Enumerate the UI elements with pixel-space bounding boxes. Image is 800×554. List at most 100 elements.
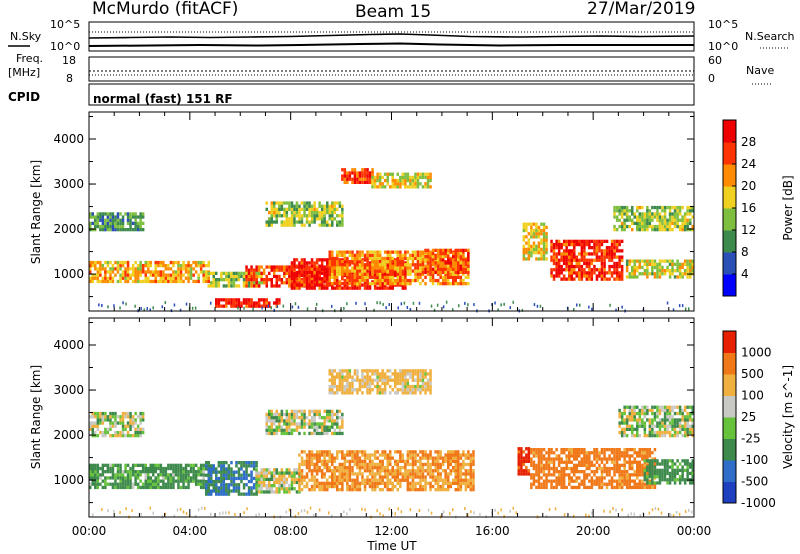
beam-title: Beam 15 [355, 2, 431, 22]
velocity-echo-region-7 [517, 447, 531, 476]
x-tick-label: 16:00 [475, 524, 510, 538]
power-colorbar-tick-label: 12 [741, 223, 756, 237]
nave-tick-top: 60 [708, 54, 722, 67]
cpid-label: CPID [8, 90, 40, 104]
velocity-colorbar-tick-label: -1000 [741, 496, 776, 510]
velocity-ylabel: Slant Range [km] [29, 365, 43, 469]
freq-tick-bottom: 8 [66, 72, 73, 85]
nsky-tick-top: 10^5 [50, 18, 80, 31]
nave-label: Nave [746, 64, 774, 77]
x-tick-label: 20:00 [576, 524, 611, 538]
freq-label-line2: [MHz] [8, 66, 40, 79]
power-colorbar-swatch [723, 252, 736, 275]
velocity-echo-region-0 [89, 411, 145, 438]
power-colorbar-swatch [723, 120, 736, 143]
x-tick-label: 00:00 [72, 524, 107, 538]
velocity-ytick-label: 2000 [53, 428, 84, 442]
velocity-echo-region-1 [89, 463, 205, 490]
power-ytick-label: 3000 [53, 177, 84, 191]
power-echo-region-6 [328, 250, 470, 286]
cpid-mode-text: normal (fast) 151 RF [93, 92, 233, 106]
power-ytick-label: 4000 [53, 132, 84, 146]
nsky-label: N.Sky [10, 30, 42, 43]
station-title: McMurdo (fitACF) [92, 0, 238, 19]
velocity-echo-region-9 [618, 405, 694, 438]
velocity-ytick-label: 4000 [53, 338, 84, 352]
power-echo-region-10 [421, 248, 470, 275]
x-tick-label: 00:00 [677, 524, 712, 538]
velocity-colorbar-swatch [723, 395, 736, 418]
power-echo-region-14 [625, 259, 694, 279]
velocity-colorbar-swatch [723, 438, 736, 461]
velocity-colorbar-tick-label: -25 [741, 432, 761, 446]
power-echo-region-2 [207, 271, 263, 288]
velocity-colorbar-swatch [723, 352, 736, 375]
power-echo-region-12 [550, 239, 624, 281]
power-echo-region-8 [371, 172, 432, 189]
velocity-colorbar-tick-label: -500 [741, 475, 768, 489]
power-colorbar-tick-label: 16 [741, 201, 756, 215]
x-tick-label: 04:00 [173, 524, 208, 538]
velocity-colorbar-tick-label: 25 [741, 410, 756, 424]
power-echo-region-9 [265, 201, 344, 227]
power-colorbar-swatch [723, 186, 736, 209]
velocity-ytick-label: 3000 [53, 383, 84, 397]
power-colorbar-tick-label: 28 [741, 135, 756, 149]
x-tick-label: 08:00 [273, 524, 308, 538]
velocity-colorbar: 1000 500 100 25 -25 -100 -500 -1000 Velocity [m … [722, 330, 795, 510]
power-echo-region-3 [215, 298, 281, 308]
nsearch-tick-top: 10^5 [708, 18, 738, 31]
velocity-echo-region-3 [255, 468, 301, 494]
power-colorbar-swatch [723, 208, 736, 231]
velocity-colorbar-swatch [723, 417, 736, 439]
noise-sky-trace [88, 33, 695, 39]
freq-tick-top: 18 [62, 54, 76, 67]
velocity-colorbar-tick-label: 500 [741, 367, 764, 381]
velocity-echo-region-5 [328, 369, 432, 395]
power-ytick-label: 1000 [53, 267, 84, 281]
nsearch-label: N.Search [745, 30, 795, 43]
x-tick-label: 12:00 [374, 524, 409, 538]
freq-panel: Freq. [MHz] 18 8 60 0 Nave [8, 52, 774, 85]
noise-search-trace [88, 42, 694, 47]
power-colorbar-swatch [723, 142, 736, 165]
power-colorbar-tick-label: 20 [741, 179, 756, 193]
velocity-colorbar-swatch [723, 374, 736, 396]
power-colorbar-tick-label: 24 [741, 157, 756, 171]
velocity-colorbar-tick-label: 1000 [741, 346, 772, 360]
noise-panel: N.Sky 10^5 10^0 10^5 10^0 N.Search [8, 18, 795, 53]
velocity-echo-region-2 [205, 461, 258, 496]
nsky-tick-bottom: 10^0 [50, 40, 80, 53]
velocity-panel: 4000 3000 2000 1000 Slant Range [km] 1000 50… [29, 317, 795, 519]
velocity-echo-region-10 [643, 459, 694, 485]
freq-label-line1: Freq. [16, 52, 43, 65]
velocity-colorbar-swatch [723, 331, 736, 353]
velocity-colorbar-swatch [723, 460, 736, 482]
power-colorbar-swatch [723, 230, 736, 253]
power-colorbar-tick-label: 8 [741, 245, 749, 259]
power-data [89, 168, 694, 313]
velocity-near-range-speckle [92, 506, 693, 519]
power-echo-region-13 [613, 205, 694, 232]
velocity-colorbar-tick-label: 100 [741, 389, 764, 403]
power-echo-region-1 [89, 260, 210, 284]
power-echo-region-11 [522, 222, 548, 261]
velocity-ytick-label: 1000 [53, 473, 84, 487]
power-ylabel: Slant Range [km] [29, 160, 43, 264]
x-axis-label: Time UT [366, 539, 417, 553]
cpid-panel: CPID normal (fast) 151 RF [8, 83, 695, 106]
x-axis: 00:00 04:00 08:00 12:00 16:00 20:00 00:00 [72, 524, 712, 538]
velocity-colorbar-swatch [723, 481, 736, 504]
power-colorbar-swatch [723, 274, 736, 297]
velocity-colorbar-label: Velocity [m s^-1] [781, 365, 795, 469]
nave-tick-bottom: 0 [708, 72, 715, 85]
velocity-data [89, 369, 694, 519]
velocity-echo-region-4 [298, 450, 475, 492]
power-colorbar-swatch [723, 164, 736, 187]
nsearch-tick-bottom: 10^0 [708, 40, 738, 53]
power-colorbar-tick-label: 4 [741, 267, 749, 281]
power-echo-region-0 [89, 212, 145, 232]
power-colorbar-label: Power [dB] [781, 175, 795, 240]
velocity-colorbar-tick-label: -100 [741, 453, 768, 467]
